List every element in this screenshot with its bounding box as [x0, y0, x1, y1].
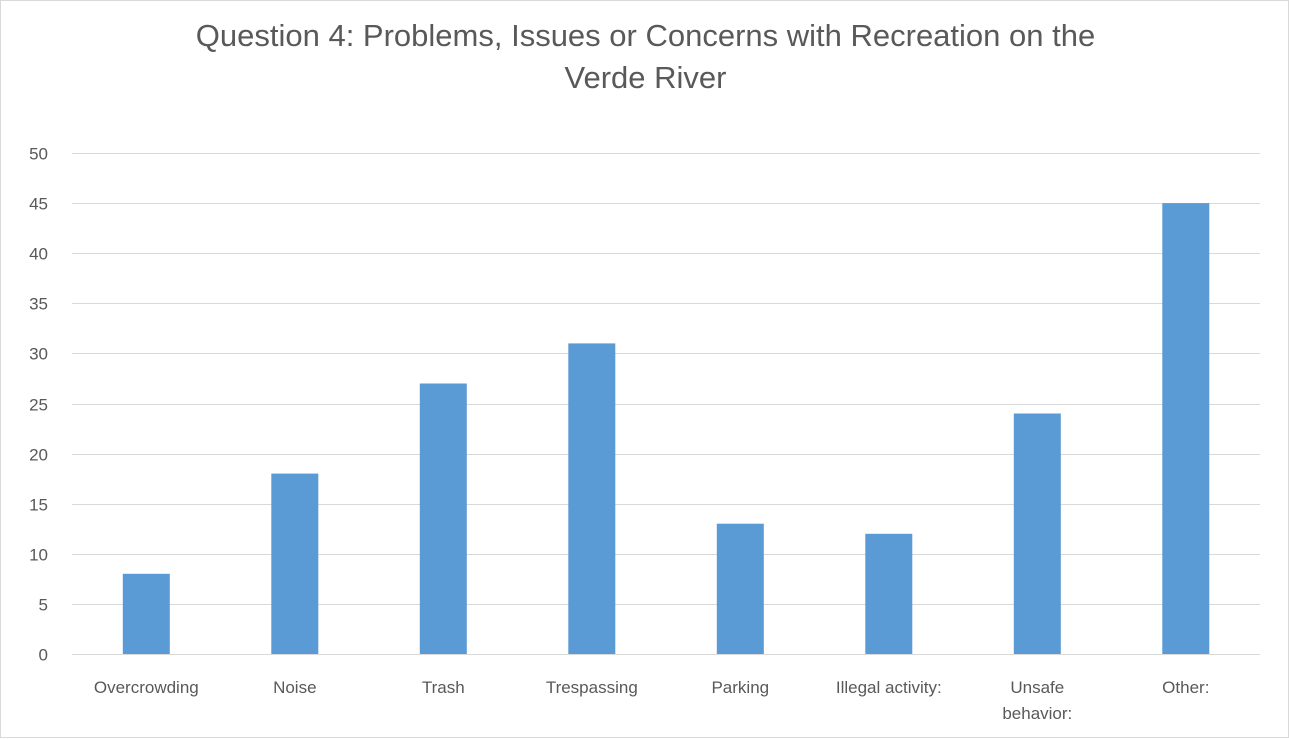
bar-4 [568, 343, 616, 654]
x-tick-label-6: Illegal activity: [836, 678, 942, 697]
bar-3 [419, 383, 467, 654]
bar-5 [716, 523, 764, 654]
x-tick-label-7-line-1: Unsafe [1010, 678, 1064, 697]
chart-title-line-1: Question 4: Problems, Issues or Concerns… [195, 18, 1096, 53]
x-tick-label-8: Other: [1162, 678, 1209, 697]
y-tick-label-10: 10 [29, 546, 48, 565]
chart-title: Question 4: Problems, Issues or Concerns… [1, 15, 1289, 99]
y-tick-label-40: 40 [29, 245, 48, 264]
x-tick-label-4: Trespassing [546, 678, 638, 697]
y-tick-label-30: 30 [29, 345, 48, 364]
bar-7 [1013, 413, 1061, 654]
y-tick-label-45: 45 [29, 195, 48, 214]
chart-title-line-2: Verde River [564, 60, 727, 95]
y-tick-label-20: 20 [29, 446, 48, 465]
y-tick-label-25: 25 [29, 396, 48, 415]
y-tick-label-35: 35 [29, 295, 48, 314]
x-tick-label-1: Overcrowding [94, 678, 199, 697]
y-tick-label-50: 50 [29, 145, 48, 164]
x-tick-label-2: Noise [273, 678, 316, 697]
x-tick-label-5: Parking [711, 678, 769, 697]
bar-2 [271, 473, 319, 654]
bar-8 [1162, 203, 1210, 654]
y-tick-label-15: 15 [29, 496, 48, 515]
y-tick-label-0: 0 [39, 646, 48, 665]
x-tick-label-7-line-2: behavior: [1002, 704, 1072, 723]
bar-1 [122, 573, 170, 654]
y-tick-label-5: 5 [39, 596, 48, 615]
bar-6 [865, 533, 913, 654]
x-tick-label-3: Trash [422, 678, 465, 697]
